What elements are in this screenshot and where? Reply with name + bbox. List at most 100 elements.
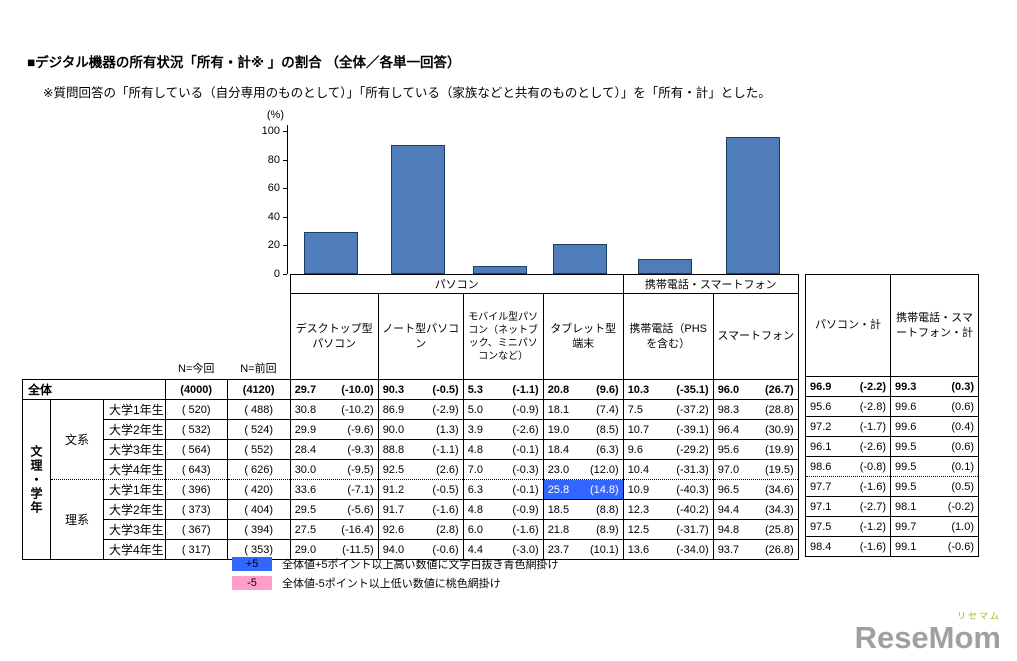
bar-3 bbox=[553, 244, 607, 274]
y-tick bbox=[283, 245, 287, 247]
data-cell: 4.4 (-3.0) bbox=[462, 539, 544, 560]
data-cell: 29.7 (-10.0) bbox=[289, 379, 379, 400]
data-cell: 90.3 (-0.5) bbox=[377, 379, 464, 400]
data-cell: 7.5 (-37.2) bbox=[622, 399, 714, 420]
table-row-overall: 全体 (4000) (4120) 29.7 (-10.0) 90.3 (-0.5) 5.3 (-… bbox=[22, 379, 799, 400]
data-cell: 97.5 (-1.2) bbox=[805, 516, 891, 537]
legend-row-plus5: +5 全体値+5ポイント以上高い数値に文字白抜き青色網掛け bbox=[232, 556, 559, 571]
group-header: 携帯電話・スマートフォン bbox=[622, 274, 799, 294]
y-tick-label: 60 bbox=[267, 182, 280, 195]
data-cell: 27.5 (-16.4) bbox=[289, 519, 379, 540]
summary-row: 98.6 (-0.8) 99.5 (0.1) bbox=[805, 456, 979, 477]
legend-label-plus5: 全体値+5ポイント以上高い数値に文字白抜き青色網掛け bbox=[282, 558, 559, 571]
n-header: N=前回 bbox=[240, 363, 277, 375]
summary-row: 96.1 (-2.6) 99.5 (0.6) bbox=[805, 436, 979, 457]
bar-1 bbox=[390, 144, 445, 274]
n-cell: (4000) bbox=[164, 379, 228, 400]
data-cell: 5.3 (-1.1) bbox=[462, 379, 544, 400]
column-header: スマートフォン bbox=[712, 293, 799, 380]
n-cell: ( 552) bbox=[226, 439, 291, 460]
n-cell: ( 564) bbox=[164, 439, 228, 460]
n-cell: ( 524) bbox=[226, 419, 291, 440]
data-cell: 98.1 (-0.2) bbox=[890, 496, 979, 517]
column-header: 携帯電話・スマートフォン・計 bbox=[890, 274, 979, 377]
data-cell: 10.9 (-40.3) bbox=[622, 479, 714, 500]
data-cell: 10.4 (-31.3) bbox=[622, 459, 714, 480]
table-row: 大学4年生( 643)( 626) 30.0 (-9.5) 92.5 (2.6) 7.0(… bbox=[23, 459, 799, 480]
ownership-summary-table: パソコン・計 携帯電話・スマートフォン・計 96.9 (-2.2) 99.3 (0.3) 9… bbox=[805, 274, 979, 557]
column-header: モバイル型パソコン（ネットブック、ミニパソコンなど） bbox=[462, 293, 544, 380]
row-label: 大学2年生 bbox=[103, 419, 166, 440]
data-cell: 99.5 (0.1) bbox=[890, 456, 979, 477]
ownership-table: パソコン 携帯電話・スマートフォン N=今回 N=前回 デスクトップ型パソコン ノート型パ… bbox=[22, 274, 799, 560]
data-cell: 4.8 (-0.9) bbox=[462, 499, 544, 520]
data-cell: 94.4 (34.3) bbox=[712, 499, 799, 520]
bar-4 bbox=[638, 259, 692, 274]
column-header-row: N=今回 N=前回 デスクトップ型パソコン ノート型パソコン モバイル型パソコン（ネット… bbox=[23, 293, 799, 380]
y-tick-label: 0 bbox=[273, 268, 280, 280]
data-cell: 18.5 (8.8) bbox=[542, 499, 624, 520]
y-tick bbox=[283, 274, 287, 275]
group-header-row: パソコン 携帯電話・スマートフォン bbox=[23, 274, 799, 294]
legend-swatch-minus5: -5 bbox=[232, 575, 272, 590]
data-cell: 97.2 (-1.7) bbox=[805, 416, 891, 437]
row-label: 全体 bbox=[22, 379, 166, 400]
data-cell: 92.6 (2.8) bbox=[377, 519, 464, 540]
data-cell: 97.0 (19.5) bbox=[712, 459, 799, 480]
data-cell: 3.9 (-2.6) bbox=[462, 419, 544, 440]
row-label: 大学3年生 bbox=[103, 519, 166, 540]
column-header: パソコン・計 bbox=[805, 274, 891, 377]
data-cell: 90.0 (1.3) bbox=[377, 419, 464, 440]
data-cell: 21.8 (8.9) bbox=[542, 519, 624, 540]
data-cell: 96.4 (30.9) bbox=[712, 419, 799, 440]
data-cell: 99.5 (0.5) bbox=[890, 476, 979, 497]
row-label: 大学1年生 bbox=[103, 479, 166, 500]
data-cell: 92.5 (2.6) bbox=[377, 459, 464, 480]
y-axis-unit-label: (%) bbox=[266, 109, 284, 121]
data-cell: 20.8 (9.6) bbox=[542, 379, 624, 400]
data-cell: 97.1 (-2.7) bbox=[805, 496, 891, 517]
group-label: 理系 bbox=[50, 479, 104, 560]
table-row: 理系 大学1年生( 396)( 420) 33.6 (-7.1) 91.2 (-0.5) 6… bbox=[23, 479, 799, 560]
data-cell: 33.6 (-7.1) bbox=[289, 479, 379, 500]
data-cell: 12.5 (-31.7) bbox=[622, 519, 714, 540]
page-subtitle: ※質問回答の「所有している（自分専用のものとして）」「所有している（家族などと共… bbox=[43, 86, 771, 100]
data-cell: 99.5 (0.6) bbox=[890, 436, 979, 457]
row-group-axis-label: 文理・学年 bbox=[22, 399, 51, 560]
group-header: パソコン bbox=[289, 274, 624, 294]
data-cell: 30.8 (-10.2) bbox=[289, 399, 379, 420]
data-cell: 95.6 (19.9) bbox=[712, 439, 799, 460]
data-cell: 5.0 (-0.9) bbox=[462, 399, 544, 420]
data-cell: 96.1 (-2.6) bbox=[805, 436, 891, 457]
data-cell: 6.3 (-0.1) bbox=[462, 479, 544, 500]
legend-swatch-plus5: +5 bbox=[232, 556, 272, 571]
n-cell: ( 420) bbox=[226, 479, 291, 500]
y-tick bbox=[283, 131, 287, 132]
n-cell: ( 317) bbox=[164, 539, 228, 560]
data-cell: 99.7 (1.0) bbox=[890, 516, 979, 537]
data-cell: 91.2 (-0.5) bbox=[377, 479, 464, 500]
row-label: 大学2年生 bbox=[103, 499, 166, 520]
resemom-logo-text: ReseMom bbox=[854, 620, 1001, 655]
data-cell: 86.9 (-2.9) bbox=[377, 399, 464, 420]
n-header: N=今回 bbox=[178, 363, 215, 375]
column-header: 携帯電話（PHSを含む） bbox=[622, 293, 714, 380]
bar-5 bbox=[725, 136, 780, 274]
n-cell: ( 520) bbox=[164, 399, 228, 420]
n-cell: ( 488) bbox=[226, 399, 291, 420]
data-cell: 94.0 (-0.6) bbox=[377, 539, 464, 560]
page-title: ■デジタル機器の所有状況「所有・計※ 」の割合 （全体／各単一回答） bbox=[27, 55, 461, 70]
resemom-logo-kana: リセマム bbox=[956, 611, 1001, 621]
n-cell: ( 404) bbox=[226, 499, 291, 520]
n-cell: ( 394) bbox=[226, 519, 291, 540]
resemom-logo: リセマム ReseMom bbox=[854, 611, 1001, 655]
summary-row: 97.1 (-2.7) 98.1 (-0.2) bbox=[805, 496, 979, 517]
data-cell: 99.6 (0.6) bbox=[890, 396, 979, 417]
column-header: タブレット型端末 bbox=[542, 293, 624, 380]
data-cell: 23.0 (12.0) bbox=[542, 459, 624, 480]
data-cell: 10.7 (-39.1) bbox=[622, 419, 714, 440]
summary-row: 97.7 (-1.6) 99.5 (0.5) bbox=[805, 476, 979, 497]
data-cell: 18.4 (6.3) bbox=[542, 439, 624, 460]
n-cell: ( 373) bbox=[164, 499, 228, 520]
n-cell: ( 643) bbox=[164, 459, 228, 480]
